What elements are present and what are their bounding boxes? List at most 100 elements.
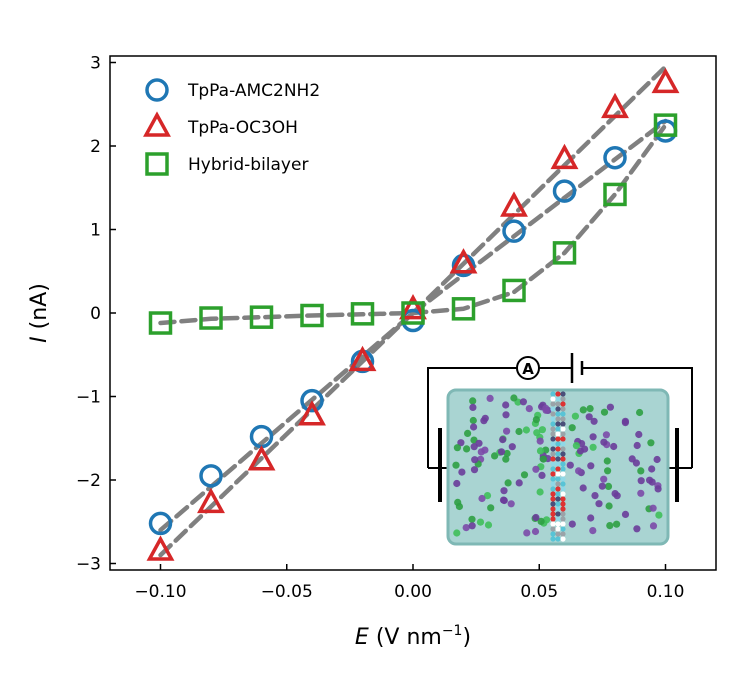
ion [481, 414, 489, 422]
y-tick-label: −1 [76, 388, 101, 408]
ion [587, 462, 595, 470]
ion [647, 439, 655, 447]
membrane-atom [555, 406, 561, 412]
membrane-atom [555, 461, 561, 467]
data-point [350, 302, 375, 326]
ion [470, 466, 479, 474]
membrane-atom [560, 486, 566, 492]
ion [536, 447, 545, 455]
x-tick-label: 0.10 [647, 582, 685, 602]
ion [610, 442, 618, 451]
membrane-atom [555, 421, 561, 427]
legend-marker [145, 152, 169, 176]
ion [502, 455, 510, 463]
data-point [552, 179, 577, 203]
ion [468, 515, 476, 523]
y-axis-label: I (nA) [27, 283, 52, 343]
ion [648, 465, 656, 473]
ion [585, 413, 593, 421]
ion [581, 445, 589, 453]
ion [600, 408, 609, 416]
ion [586, 405, 594, 413]
ion [457, 439, 465, 447]
membrane-atom [550, 436, 556, 442]
data-point [449, 248, 478, 274]
ion [523, 529, 531, 537]
ion [542, 404, 550, 412]
battery-icon [570, 353, 584, 383]
membrane-atom [555, 526, 561, 532]
y-tick-label: 1 [90, 221, 101, 241]
membrane-atom [550, 441, 556, 447]
membrane-atom [555, 441, 561, 447]
y-tick-label: −3 [76, 555, 101, 575]
ion [637, 467, 645, 475]
data-point [300, 388, 324, 413]
y-tick-label: 0 [90, 304, 101, 324]
membrane-atom [550, 536, 556, 542]
data-point [148, 511, 173, 536]
ion [595, 500, 603, 508]
membrane-atom [550, 501, 556, 507]
ion [453, 529, 461, 537]
data-point [601, 92, 629, 119]
ion [470, 423, 478, 431]
membrane-atom [560, 406, 566, 412]
membrane-atom [555, 521, 561, 527]
ion [603, 457, 611, 465]
membrane-atom [550, 481, 556, 487]
ion [458, 468, 466, 476]
membrane-atom [555, 481, 561, 487]
membrane-atom [560, 391, 566, 397]
membrane-atom [555, 416, 561, 422]
data-point [247, 445, 276, 471]
membrane-atom [560, 431, 566, 437]
membrane-atom [550, 506, 556, 512]
ion [519, 398, 528, 406]
x-tick-label: 0.00 [394, 582, 432, 602]
ion [600, 475, 608, 483]
data-point [502, 219, 526, 243]
ion [503, 427, 511, 435]
data-point [399, 294, 427, 320]
ion [515, 427, 523, 436]
ion [621, 510, 630, 518]
membrane-atom [560, 411, 566, 417]
ion [503, 449, 511, 458]
membrane-atom [555, 451, 561, 457]
ion [537, 517, 545, 526]
x-axis: −0.10 −0.05 0.00 0.05 0.10 [134, 564, 684, 602]
membrane-atom [555, 516, 561, 522]
data-point [199, 306, 223, 330]
data-point [348, 345, 377, 372]
data-point [249, 305, 274, 329]
membrane-atom [560, 436, 566, 442]
ion [531, 527, 540, 536]
ion [455, 502, 463, 511]
ion [532, 513, 540, 522]
membrane-atom [555, 436, 561, 442]
membrane-atom [550, 466, 556, 472]
membrane-atom [560, 536, 566, 542]
y-tick-label: 3 [90, 54, 101, 74]
ion [536, 488, 544, 496]
ion [484, 521, 493, 529]
membrane-atom [550, 526, 556, 532]
membrane-atom [550, 391, 556, 397]
membrane-atom [560, 426, 566, 432]
membrane-atom [550, 431, 556, 437]
membrane-atom [560, 451, 566, 457]
ion [452, 461, 460, 469]
ions [452, 394, 663, 537]
ion [453, 479, 461, 488]
legend-label: TpPa-AMC2NH2 [187, 81, 320, 101]
ion [633, 441, 641, 450]
ion [525, 405, 533, 413]
membrane-atom [555, 446, 561, 452]
ion [497, 448, 506, 456]
membrane-atom [550, 496, 556, 502]
ammeter-icon: A [516, 356, 540, 380]
ion [483, 492, 492, 500]
ion [606, 403, 615, 411]
series-triangle [146, 67, 680, 561]
